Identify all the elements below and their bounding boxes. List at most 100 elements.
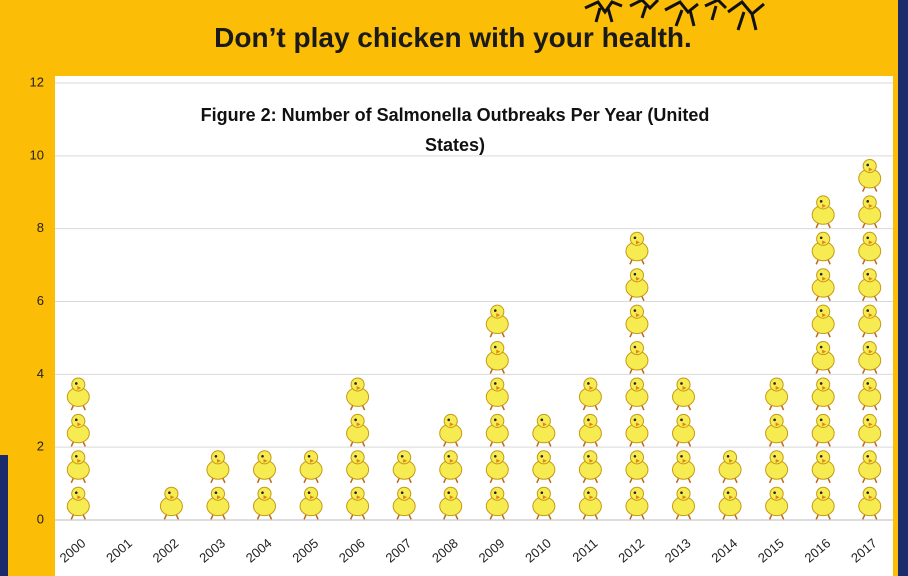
y-tick-label: 2 (37, 439, 44, 454)
bar (299, 450, 323, 520)
chick-eye (587, 491, 590, 494)
bar (253, 450, 276, 520)
y-tick-label: 6 (37, 293, 44, 308)
chick-beak (868, 349, 873, 354)
chick-eye (261, 454, 264, 458)
chick-eye (493, 418, 497, 422)
chick-head (862, 158, 877, 174)
chick-eye (866, 163, 870, 167)
chick-feet (862, 259, 878, 265)
chick-feet (582, 441, 599, 447)
chick-feet (675, 514, 692, 520)
chick-head (443, 450, 458, 465)
chick-feet (70, 478, 86, 484)
chick-head (723, 486, 738, 501)
chick-head (862, 231, 877, 246)
chick-beak (868, 313, 873, 318)
chick-head (257, 450, 272, 465)
chick-eye (819, 382, 823, 385)
y-tick-label: 0 (37, 511, 44, 526)
chick-beak (729, 495, 734, 500)
chick-beak (868, 203, 873, 208)
chick-head (583, 377, 598, 392)
bar (718, 450, 742, 520)
chick-head (71, 377, 86, 392)
chick-head (350, 450, 365, 465)
chick-eye (680, 382, 683, 385)
chick-eye (214, 454, 218, 458)
chick-eye (354, 382, 357, 385)
chick-eye (866, 418, 870, 422)
chick-feet (536, 514, 552, 520)
chick-feet (815, 296, 831, 302)
chick-feet (443, 514, 459, 520)
chick-feet (675, 478, 692, 484)
chick-head (676, 450, 691, 465)
chick-head (862, 377, 877, 392)
chick-eye (773, 418, 776, 422)
chick-beak (356, 385, 361, 390)
chick-beak (589, 495, 594, 500)
chick-beak (542, 422, 547, 427)
chick-feet (210, 478, 226, 484)
chick-feet (70, 514, 86, 520)
chick-beak (496, 349, 501, 354)
chick-beak (775, 495, 780, 500)
chick-eye (866, 382, 870, 385)
chick-eye (307, 454, 311, 458)
chick-eye (819, 454, 823, 458)
chick-head (629, 268, 644, 283)
chick-eye (74, 382, 78, 385)
chick-eye (447, 418, 451, 422)
chick-head (350, 486, 365, 501)
chick-feet (815, 223, 831, 229)
chick-feet (349, 405, 366, 411)
chick-eye (866, 345, 870, 349)
chick-feet (489, 478, 505, 484)
chick-eye (493, 491, 497, 494)
chick-feet (349, 478, 366, 484)
chick-eye (726, 491, 730, 494)
chick-head (769, 413, 784, 429)
chick-eye (819, 345, 823, 349)
y-tick-label: 4 (37, 366, 44, 381)
chick-feet (862, 332, 878, 338)
chick-head (490, 377, 505, 392)
chick-beak (822, 203, 827, 208)
chick-feet (582, 514, 599, 520)
chick-feet (70, 405, 86, 411)
chick-beak (682, 458, 687, 463)
chick-feet (443, 441, 459, 447)
chick-beak (356, 458, 361, 463)
chick-beak (310, 458, 315, 463)
chick-eye (307, 491, 311, 494)
chick-eye (819, 272, 823, 276)
chick-eye (866, 454, 870, 458)
chick-eye (819, 236, 823, 240)
chick-beak (496, 313, 501, 318)
chick-beak (822, 349, 827, 354)
chick-beak (868, 385, 873, 390)
chick-eye (540, 491, 544, 494)
chick-eye (633, 491, 637, 494)
chick-feet (722, 478, 738, 484)
chick-beak (868, 167, 873, 172)
chick-feet (815, 441, 831, 447)
chick-beak (822, 495, 827, 500)
chick-beak (635, 349, 640, 354)
chart-title: Figure 2: Number of Salmonella Outbreaks… (200, 105, 710, 155)
chick-beak (216, 458, 221, 463)
chick-feet (629, 441, 645, 447)
chick-head (816, 341, 831, 356)
chick-feet (862, 223, 878, 229)
chick-feet (768, 514, 785, 520)
bar (392, 450, 416, 520)
chick-feet (862, 441, 878, 447)
chick-eye (633, 382, 637, 385)
chick-eye (633, 309, 637, 312)
page-heading: Don’t play chicken with your health. (214, 22, 692, 53)
chick-feet (629, 368, 645, 374)
chick-feet (815, 405, 831, 411)
chick-feet (768, 441, 785, 447)
chick-eye (680, 418, 683, 422)
